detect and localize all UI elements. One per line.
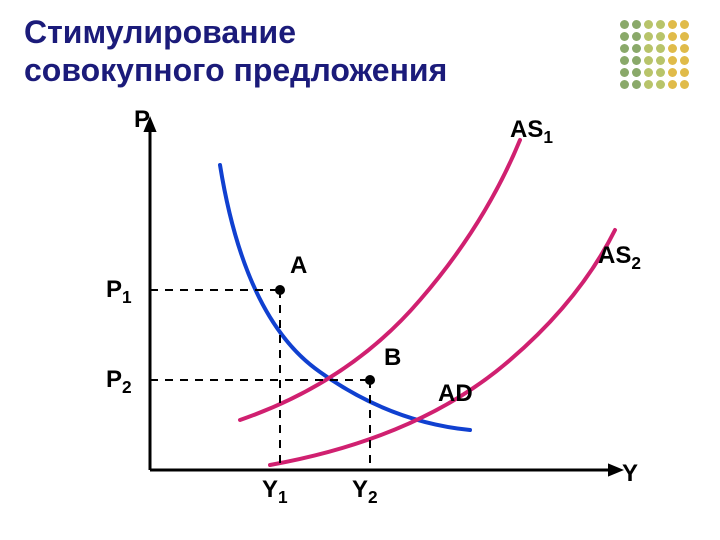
p2-label: P2 xyxy=(106,366,132,398)
as1-label: AS1 xyxy=(510,116,553,148)
axis-y-label: Y xyxy=(622,460,638,488)
chart-svg xyxy=(90,110,650,520)
y1-label: Y1 xyxy=(262,476,288,508)
ad-label: AD xyxy=(438,380,473,408)
point-b-label: B xyxy=(384,344,401,372)
as-ad-chart: P Y P1 P2 Y1 Y2 A B AS1 AS2 AD xyxy=(90,110,650,520)
as2-label: AS2 xyxy=(598,242,641,274)
title-line-2: совокупного предложения xyxy=(24,52,447,88)
y2-label: Y2 xyxy=(352,476,378,508)
p1-label: P1 xyxy=(106,276,132,308)
axis-p-label: P xyxy=(134,106,150,134)
page-title: Стимулирование совокупного предложения xyxy=(24,14,447,90)
decorative-dot-grid xyxy=(620,20,692,92)
point-a-label: A xyxy=(290,252,307,280)
title-line-1: Стимулирование xyxy=(24,14,296,50)
